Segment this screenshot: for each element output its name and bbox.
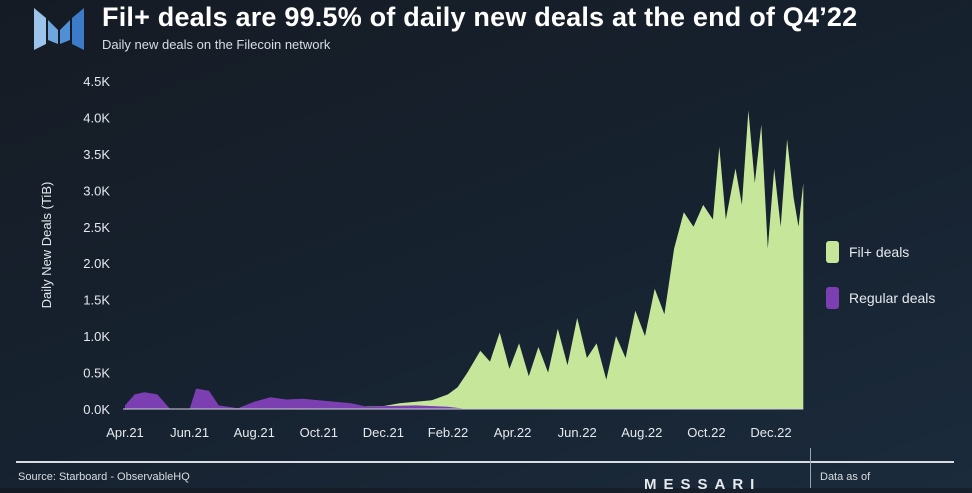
x-tick-label: Dec.22 xyxy=(750,425,791,440)
area-series-fil-plus xyxy=(125,110,804,409)
y-tick-label: 2.5K xyxy=(83,220,110,235)
legend-swatch-fil-plus xyxy=(826,241,839,263)
legend-label-regular: Regular deals xyxy=(849,290,936,306)
legend-swatch-regular xyxy=(826,287,839,309)
messari-brand: MESSARI xyxy=(644,476,762,493)
footer-divider xyxy=(16,461,954,463)
area-series-regular xyxy=(125,388,481,409)
x-tick-label: Jun.21 xyxy=(170,425,209,440)
messari-logo-icon xyxy=(34,8,84,50)
x-tick-label: Dec.21 xyxy=(363,425,404,440)
y-tick-label: 3.0K xyxy=(83,183,110,198)
y-tick-label: 3.5K xyxy=(83,147,110,162)
legend-regular: Regular deals xyxy=(826,287,935,309)
y-tick-label: 2.0K xyxy=(83,256,110,271)
chart-subtitle: Daily new deals on the Filecoin network xyxy=(102,37,331,52)
x-tick-label: Apr.22 xyxy=(494,425,532,440)
x-tick-label: Jun.22 xyxy=(558,425,597,440)
x-tick-label: Oct.21 xyxy=(300,425,338,440)
footer-vertical-divider xyxy=(810,448,811,488)
data-as-of: Data as of xyxy=(820,471,871,483)
x-tick-label: Feb.22 xyxy=(428,425,468,440)
y-axis-label: Daily New Deals (TiB) xyxy=(39,182,54,309)
x-tick-label: Oct.22 xyxy=(687,425,725,440)
x-tick-label: Aug.21 xyxy=(234,425,275,440)
x-tick-label: Apr.21 xyxy=(106,425,144,440)
legend-fil-plus: Fil+ deals xyxy=(826,241,909,263)
source-note: Source: Starboard - ObservableHQ xyxy=(18,471,190,483)
y-tick-label: 0.0K xyxy=(83,402,110,417)
chart-title: Fil+ deals are 99.5% of daily new deals … xyxy=(102,2,858,32)
x-tick-label: Aug.22 xyxy=(621,425,662,440)
legend-label-fil-plus: Fil+ deals xyxy=(849,244,910,260)
y-tick-label: 4.5K xyxy=(83,74,110,89)
y-tick-label: 4.0K xyxy=(83,110,110,125)
y-tick-label: 1.0K xyxy=(83,329,110,344)
area-chart: 0.0K 0.5K 1.0K 1.5K 2.0K 2.5K 3.0K 3.5K 4.0K 4.5K… xyxy=(39,74,804,440)
y-tick-label: 0.5K xyxy=(83,366,110,381)
y-tick-label: 1.5K xyxy=(83,293,110,308)
